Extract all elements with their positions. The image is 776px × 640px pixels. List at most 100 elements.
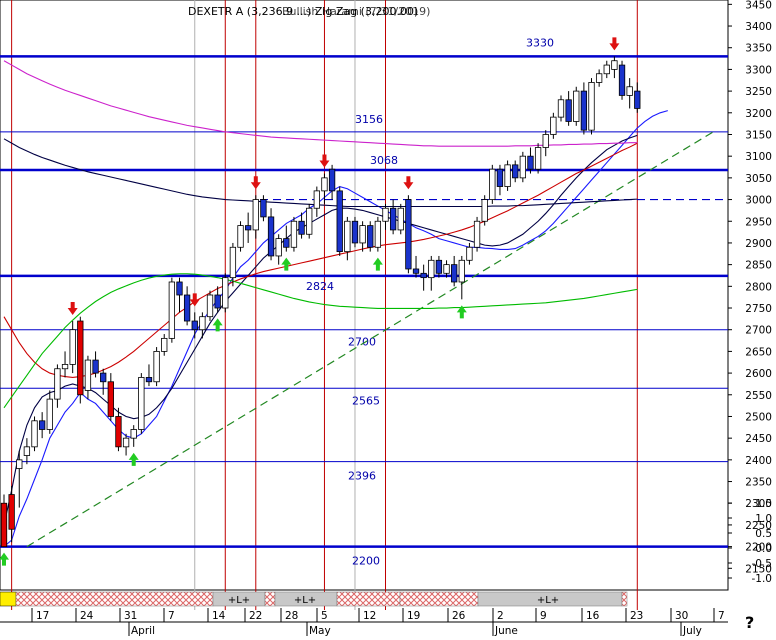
candle-body-25 [191, 320, 198, 331]
candle-body-9 [69, 329, 76, 365]
y-tick-label-2250: 2250 [745, 520, 772, 532]
candle-body-37 [283, 238, 290, 248]
y-tick-label-2600: 2600 [745, 368, 772, 380]
candle-body-2 [16, 459, 23, 469]
level-label-2396: 2396 [348, 470, 376, 483]
indicator-band-seg-4 [336, 591, 401, 607]
candle-body-30 [229, 246, 237, 279]
signal-down-arrow-3 [189, 293, 200, 307]
candle-body-66 [504, 164, 511, 187]
candle-body-26 [199, 316, 206, 331]
candle-body-18 [138, 377, 145, 430]
candle-body-54 [412, 268, 420, 274]
candle-body-62 [473, 220, 481, 248]
candle-body-39 [298, 220, 305, 235]
y-tick-label-3150: 3150 [745, 129, 772, 141]
level-label-2824: 2824 [306, 280, 334, 293]
x-month-label-3: July [682, 625, 702, 636]
signal-up-arrow-8 [372, 257, 383, 271]
y-tick-label-3300: 3300 [745, 64, 772, 76]
y-tick-label-2550: 2550 [745, 390, 772, 402]
y-tick-label-3000: 3000 [745, 195, 772, 207]
candle-body-5 [39, 420, 46, 430]
level-label-3330: 3330 [526, 36, 554, 49]
candle-body-40 [306, 207, 313, 235]
candle-body-49 [374, 220, 382, 248]
candle-body-58 [443, 264, 450, 274]
y-tick-label-3200: 3200 [745, 108, 772, 120]
candle-body-63 [481, 199, 488, 222]
candle-body-56 [428, 259, 435, 279]
candle-body-75 [573, 90, 580, 122]
indicator-band-seg-7 [621, 591, 628, 607]
indicator-band-label-0: +L+ [228, 595, 250, 606]
chart-title: DEXETR A (3,236.9 ...) Zig Zag (3,200.00… [188, 5, 418, 18]
ind-tick-label-2: 0.5 [755, 528, 772, 540]
ind-tick-label-0: 1.5 [755, 498, 772, 510]
candle-body-57 [435, 259, 443, 274]
candle-body-61 [466, 246, 473, 261]
y-tick-label-2200: 2200 [745, 542, 772, 554]
candle-body-73 [557, 99, 565, 118]
x-day-label-5: 22 [249, 610, 262, 622]
candle-body-8 [61, 364, 69, 370]
candle-body-55 [420, 272, 427, 279]
candle-body-21 [161, 337, 168, 352]
x-day-label-3: 7 [168, 610, 175, 622]
candle-body-69 [527, 155, 534, 170]
ma-series-3 [3, 273, 638, 409]
candle-body-28 [214, 294, 221, 309]
candle-body-17 [130, 429, 137, 439]
signal-down-arrow-9 [403, 176, 414, 190]
candle-body-53 [405, 199, 412, 270]
level-label-2565: 2565 [352, 394, 380, 407]
x-day-label-2: 31 [124, 610, 137, 622]
candle-body-4 [31, 420, 38, 448]
y-tick-label-3450: 3450 [745, 0, 772, 11]
level-label-3068: 3068 [370, 154, 398, 167]
candle-body-14 [107, 381, 114, 417]
y-tick-label-2750: 2750 [745, 303, 772, 315]
y-tick-label-3100: 3100 [745, 151, 772, 163]
candle-body-38 [290, 220, 298, 248]
help-question-mark[interactable]: ? [745, 613, 754, 632]
candle-body-11 [84, 359, 92, 391]
y-tick-label-2400: 2400 [745, 455, 772, 467]
candle-body-46 [351, 220, 359, 244]
signal-up-arrow-4 [212, 318, 223, 332]
y-tick-label-2150: 2150 [745, 563, 772, 575]
candle-body-51 [389, 207, 397, 231]
level-label-2200: 2200 [352, 555, 380, 568]
y-tick-label-2650: 2650 [745, 346, 772, 358]
candle-body-70 [534, 147, 542, 170]
x-day-label-10: 26 [452, 610, 466, 622]
x-month-label-0: April [131, 625, 155, 636]
candle-body-77 [588, 82, 595, 131]
y-tick-label-2850: 2850 [745, 260, 772, 272]
candle-body-35 [267, 216, 275, 257]
ind-tick-label-3: 0.0 [755, 543, 772, 555]
candle-body-33 [252, 199, 259, 231]
ind-tick-label-4: -0.5 [752, 558, 773, 570]
x-day-label-4: 14 [212, 610, 226, 622]
indicator-band-label-1: +L+ [294, 595, 316, 606]
candle-body-42 [321, 177, 328, 192]
candle-body-71 [542, 134, 549, 148]
y-tick-label-3050: 3050 [745, 173, 772, 185]
candle-body-76 [580, 90, 588, 131]
x-day-label-16: 7 [718, 610, 725, 622]
candle-body-59 [451, 264, 458, 283]
x-day-label-12: 9 [540, 610, 547, 622]
signal-up-arrow-6 [281, 257, 292, 271]
candle-body-16 [122, 437, 130, 448]
candle-body-74 [565, 99, 572, 122]
candle-body-7 [54, 368, 61, 400]
x-month-label-2: June [494, 625, 518, 636]
y-tick-label-3250: 3250 [745, 86, 772, 98]
signal-up-arrow-10 [456, 305, 467, 319]
ma-series-4 [3, 60, 638, 147]
ind-tick-label-1: 1.0 [755, 513, 772, 525]
candle-body-67 [512, 164, 519, 179]
